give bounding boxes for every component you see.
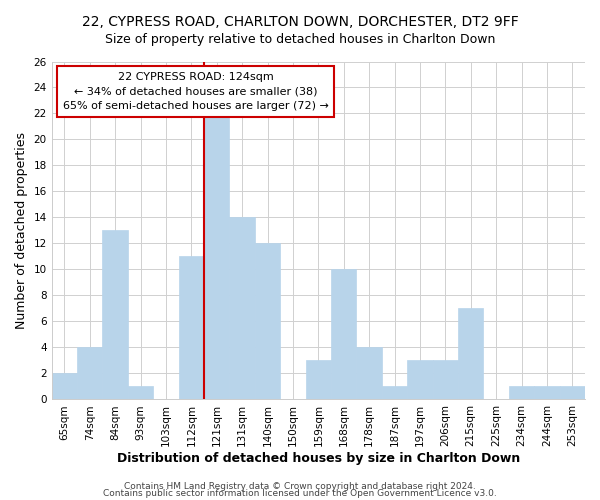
Bar (458, 308, 484, 400)
Text: 22, CYPRESS ROAD, CHARLTON DOWN, DORCHESTER, DT2 9FF: 22, CYPRESS ROAD, CHARLTON DOWN, DORCHES… (82, 15, 518, 29)
Bar (407, 360, 433, 400)
X-axis label: Distribution of detached houses by size in Charlton Down: Distribution of detached houses by size … (117, 452, 520, 465)
Bar (509, 386, 534, 400)
Bar (305, 360, 331, 400)
Bar (77, 348, 103, 400)
Bar (229, 218, 255, 400)
Bar (331, 270, 356, 400)
Bar (103, 230, 128, 400)
Text: Contains HM Land Registry data © Crown copyright and database right 2024.: Contains HM Land Registry data © Crown c… (124, 482, 476, 491)
Text: Size of property relative to detached houses in Charlton Down: Size of property relative to detached ho… (105, 32, 495, 46)
Bar (356, 348, 382, 400)
Bar (255, 244, 280, 400)
Bar (204, 114, 229, 400)
Y-axis label: Number of detached properties: Number of detached properties (15, 132, 28, 329)
Bar (560, 386, 585, 400)
Text: 22 CYPRESS ROAD: 124sqm
← 34% of detached houses are smaller (38)
65% of semi-de: 22 CYPRESS ROAD: 124sqm ← 34% of detache… (63, 72, 329, 111)
Bar (179, 256, 204, 400)
Bar (128, 386, 153, 400)
Bar (382, 386, 407, 400)
Text: Contains public sector information licensed under the Open Government Licence v3: Contains public sector information licen… (103, 489, 497, 498)
Bar (534, 386, 560, 400)
Bar (433, 360, 458, 400)
Bar (52, 374, 77, 400)
